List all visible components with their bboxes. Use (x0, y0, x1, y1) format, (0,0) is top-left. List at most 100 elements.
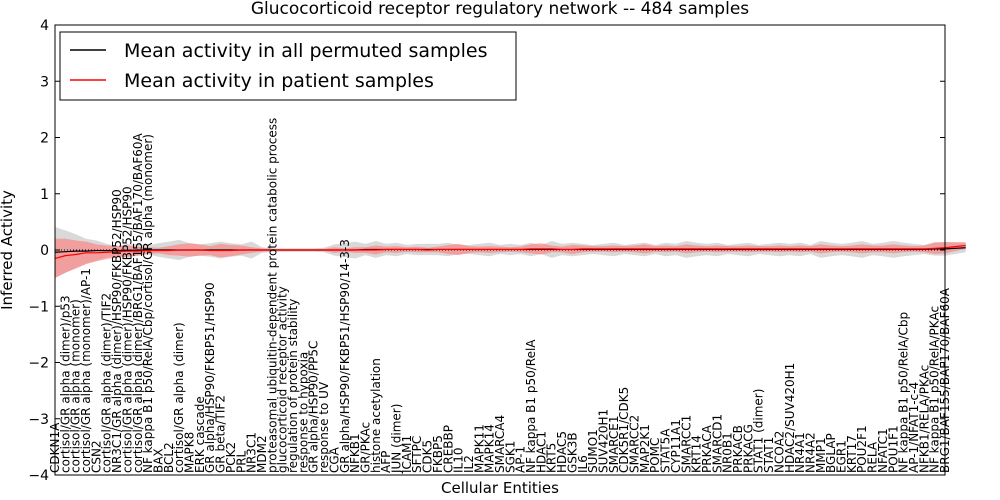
x-category-label: STAT1 (762, 437, 776, 473)
x-category-label: MMP1 (814, 437, 828, 473)
x-category-label: GR beta/TIF2 (214, 395, 228, 473)
legend-label-permuted: Mean activity in all permuted samples (124, 40, 487, 62)
x-category-label: cortisol/GR alpha (dimer)/p53 (58, 295, 72, 473)
x-category-label: POMC (648, 438, 662, 473)
y-axis: −4 −3 −2 −1 0 1 2 3 4 (28, 18, 945, 484)
x-category-label: NFKB1/RELA/PKAc (917, 365, 931, 473)
x-category-label: AP-1 (514, 446, 528, 473)
y-tick-label: 3 (40, 74, 49, 90)
x-category-label: response to UV (317, 381, 331, 473)
x-category-label: GR/PKAc (358, 422, 372, 473)
x-category-label: NR3C1/GR alpha (dimer)/HSP90/FKBP52/HSP9… (110, 189, 124, 473)
x-category-label: STAT5A (659, 428, 673, 473)
chart-title: Glucocorticoid receptor regulatory netwo… (251, 0, 749, 19)
x-category-label: proteasomal ubiquitin-dependent protein … (265, 118, 279, 473)
x-category-label: BGLAP (824, 433, 838, 473)
x-category-label: PRKACB (731, 425, 745, 473)
x-category-label: CYP11A1 (669, 419, 683, 473)
x-category-label: GR alpha/HSP90/FKBP51/HSP90 (203, 282, 217, 473)
legend: Mean activity in all permuted samples Me… (59, 31, 517, 101)
series-band-0 (55, 226, 966, 278)
x-category-label: NF kappa B1 p50/RelA (524, 339, 538, 473)
x-category-label: PRKACG (741, 424, 755, 473)
series-line-1 (54, 244, 966, 260)
x-category-label: PCK2 (224, 442, 238, 473)
x-category-label: POU2F1 (855, 425, 869, 473)
x-category-label: MAPK11 (472, 424, 486, 473)
x-category-label: SMARCA4 (493, 415, 507, 473)
x-category-label: STAT1 (dimer) (752, 389, 766, 473)
x-category-label: CDK5R1/CDK5 (617, 387, 631, 473)
x-category-label: SUMO1 (586, 429, 600, 473)
x-category-label: JUN (dimer) (390, 404, 404, 474)
y-tick-label: −2 (28, 356, 49, 372)
y-tick-label: −3 (28, 412, 49, 428)
x-category-label: ERK cascade (193, 396, 207, 473)
x-category-label: NF kappa B1 p50/RelA/PKAc (928, 306, 942, 473)
y-tick-label: 2 (40, 131, 49, 147)
x-category-label: glucocorticoid receptor activity (276, 286, 290, 473)
x-category-label: FKBP5 (431, 435, 445, 473)
x-category-label: PRL (234, 450, 248, 473)
x-category-label: CSN2 (89, 440, 103, 473)
x-category-label: MDM2 (255, 435, 269, 473)
x-category-label: NCOA2 (772, 431, 786, 473)
x-category-label: PRKACA (700, 424, 714, 473)
x-category-label: cortisol/GR alpha (monomer)/AP-1 (79, 268, 93, 473)
x-category-label: SMARCD1 (710, 414, 724, 473)
line-group (54, 244, 966, 260)
x-category-label: CGA (327, 446, 341, 473)
x-category-label: GSK3B (565, 432, 579, 473)
x-category-label: SFTPC (410, 436, 424, 473)
x-axis-label: Cellular Entities (441, 479, 559, 497)
x-category-label: SMARCC2 (628, 415, 642, 473)
x-category-label: cortisol/GR alpha (dimer)/HSP90/FKBP52/H… (120, 186, 134, 473)
x-category-label: regulation of protein stability (286, 299, 300, 473)
x-category-label: NFATC1 (876, 428, 890, 473)
y-tick-label: 0 (40, 243, 49, 259)
x-category-label: HDAC1 (534, 431, 548, 473)
x-category-label: IL10 (452, 448, 466, 474)
x-category-label: histone acetylation (369, 358, 383, 473)
x-category-label: EGR1 (835, 440, 849, 473)
x-category-label: MAPK14 (483, 424, 497, 473)
x-category-label: MAPK8 (183, 432, 197, 473)
x-category-label: cortisol/GR alpha (monomer) (69, 299, 83, 473)
x-category-label: BAX (151, 448, 165, 473)
x-category-label: CDKN1A (48, 422, 62, 473)
x-category-label: RELA (866, 441, 880, 473)
x-category-label: ICAM1 (400, 435, 414, 473)
x-category-label: cortisol/GR alpha (dimer)/TIF2 (100, 293, 114, 473)
legend-label-patient: Mean activity in patient samples (124, 70, 434, 92)
x-category-label: CREBBP (441, 425, 455, 473)
x-category-label: NF kappa B1 p50/RelA/Cbp (897, 312, 911, 473)
legend-box (59, 31, 517, 101)
x-category-label: AP-1/NFAT1-c-4 (907, 382, 921, 473)
x-category-label: BCL2 (162, 442, 176, 473)
x-category-label: NR4A1 (793, 432, 807, 473)
x-category-label: SGK1 (503, 441, 517, 473)
x-category-label: KRT17 (845, 435, 859, 473)
x-category-label: NF kappa B1 p50/RelA/Cbp/cortisol/GR alp… (141, 134, 155, 473)
x-category-label: cortisol/GR alpha (dimer)/BRG1/BAF155/BA… (131, 132, 145, 473)
x-category-label: NR4A2 (803, 432, 817, 473)
x-category-label: MAP2K1 (638, 424, 652, 473)
x-category-label: IL6 (576, 455, 590, 473)
x-category-label: SUV420H1 (596, 409, 610, 473)
x-category-label: response to hypoxia (296, 352, 310, 473)
x-category-label: cortisol/GR alpha (dimer) (172, 322, 186, 473)
x-category-label: SMARCE1 (607, 415, 621, 473)
x-category-label: CDK5 (421, 440, 435, 473)
y-tick-label: −1 (28, 299, 49, 315)
y-tick-label: 4 (40, 18, 49, 34)
y-axis-label: Inferred Activity (0, 190, 16, 310)
x-category-label: HDAC5 (555, 431, 569, 473)
x-category-label: KRT5 (545, 443, 559, 473)
x-category-label: NR3C1 (245, 432, 259, 473)
x-category-label: NFKB1 (348, 433, 362, 473)
x-category-label: GR alpha/HSP90/FKBP51/HSP90/14-3-3 (338, 239, 352, 473)
x-category-label: KRT14 (690, 435, 704, 473)
y-tick-label: −4 (28, 468, 49, 484)
